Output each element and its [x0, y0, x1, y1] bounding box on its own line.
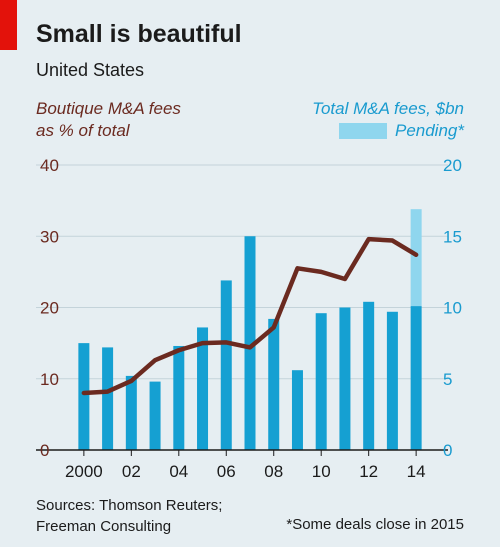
bar-total-fees: [363, 301, 375, 450]
bar-total-fees: [315, 313, 327, 450]
bar-total-fees: [197, 327, 209, 450]
footnote: *Some deals close in 2015: [286, 516, 464, 533]
y-left-tick-label: 0: [40, 441, 49, 460]
source-line-1: Sources: Thomson Reuters;: [36, 497, 223, 514]
line-legend-line-2: as % of total: [36, 121, 130, 140]
bar-pending-fees: [410, 209, 422, 307]
line-legend: Boutique M&A fees as % of total: [36, 98, 236, 142]
bar-total-fees: [268, 318, 280, 450]
y-left-tick-label: 30: [40, 227, 59, 246]
bar-total-fees: [410, 306, 422, 450]
pending-legend-label: Pending*: [394, 121, 464, 140]
x-tick-label: 12: [359, 462, 378, 481]
y-right-tick-label: 20: [443, 156, 462, 175]
bar-total-fees: [220, 280, 232, 450]
bar-total-fees: [173, 345, 185, 450]
source-note: Sources: Thomson Reuters; Freeman Consul…: [36, 495, 276, 537]
x-tick-label: 14: [407, 462, 426, 481]
chart-title: Small is beautiful: [36, 20, 242, 48]
x-tick-label: 10: [312, 462, 331, 481]
brand-tab: [0, 0, 17, 50]
bar-total-fees: [125, 375, 137, 450]
line-boutique-share: [81, 236, 419, 396]
bar-total-fees: [339, 307, 351, 450]
bar-total-fees: [149, 381, 161, 450]
x-tick-label: 04: [169, 462, 188, 481]
x-tick-label: 02: [122, 462, 141, 481]
y-right-tick-label: 15: [443, 227, 462, 246]
pending-legend: Pending*: [312, 120, 464, 142]
source-line-2: Freeman Consulting: [36, 518, 172, 535]
x-tick-label: 2000: [65, 462, 103, 481]
bar-legend: Total M&A fees, $bn Pending*: [312, 98, 464, 142]
y-right-tick-label: 5: [443, 370, 452, 389]
y-left-tick-label: 20: [40, 299, 59, 318]
bar-legend-label: Total M&A fees, $bn: [312, 99, 464, 118]
y-left-tick-label: 40: [40, 156, 59, 175]
pending-swatch: [338, 123, 387, 139]
bar-total-fees: [78, 343, 90, 450]
y-right-tick-label: 10: [443, 299, 462, 318]
x-tick-label: 06: [217, 462, 236, 481]
y-right-tick-label: 0: [443, 441, 452, 460]
bar-total-fees: [244, 236, 256, 450]
chart-subtitle: United States: [36, 60, 145, 80]
bar-total-fees: [291, 370, 303, 450]
bar-total-fees: [386, 311, 398, 450]
bar-total-fees: [102, 347, 114, 450]
y-left-tick-label: 10: [40, 370, 59, 389]
line-legend-line-1: Boutique M&A fees: [36, 99, 181, 118]
x-tick-label: 08: [264, 462, 283, 481]
